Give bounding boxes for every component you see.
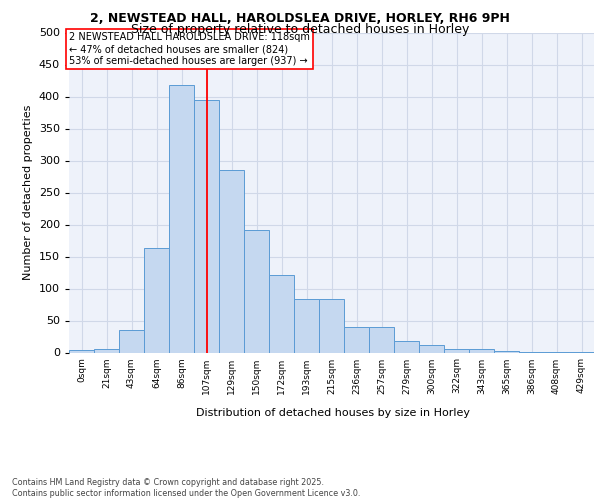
Text: Contains HM Land Registry data © Crown copyright and database right 2025.
Contai: Contains HM Land Registry data © Crown c…: [12, 478, 361, 498]
Bar: [419, 346, 444, 352]
Bar: [444, 348, 469, 352]
Bar: [219, 170, 244, 352]
Bar: [169, 85, 194, 352]
Y-axis label: Number of detached properties: Number of detached properties: [23, 105, 33, 280]
Bar: [469, 350, 494, 352]
Text: Size of property relative to detached houses in Horley: Size of property relative to detached ho…: [131, 24, 469, 36]
Bar: [344, 327, 369, 352]
Bar: [94, 350, 119, 352]
Text: 2 NEWSTEAD HALL HAROLDSLEA DRIVE: 118sqm
← 47% of detached houses are smaller (8: 2 NEWSTEAD HALL HAROLDSLEA DRIVE: 118sqm…: [69, 32, 310, 66]
Bar: [244, 230, 269, 352]
Bar: [319, 298, 344, 352]
Text: Distribution of detached houses by size in Horley: Distribution of detached houses by size …: [196, 408, 470, 418]
Bar: [294, 298, 319, 352]
Bar: [119, 330, 144, 352]
Bar: [269, 275, 294, 352]
Bar: [144, 248, 169, 352]
Bar: [369, 327, 394, 352]
Bar: [69, 350, 94, 352]
Bar: [494, 351, 519, 352]
Bar: [394, 341, 419, 352]
Text: 2, NEWSTEAD HALL, HAROLDSLEA DRIVE, HORLEY, RH6 9PH: 2, NEWSTEAD HALL, HAROLDSLEA DRIVE, HORL…: [90, 12, 510, 26]
Bar: [194, 100, 219, 352]
